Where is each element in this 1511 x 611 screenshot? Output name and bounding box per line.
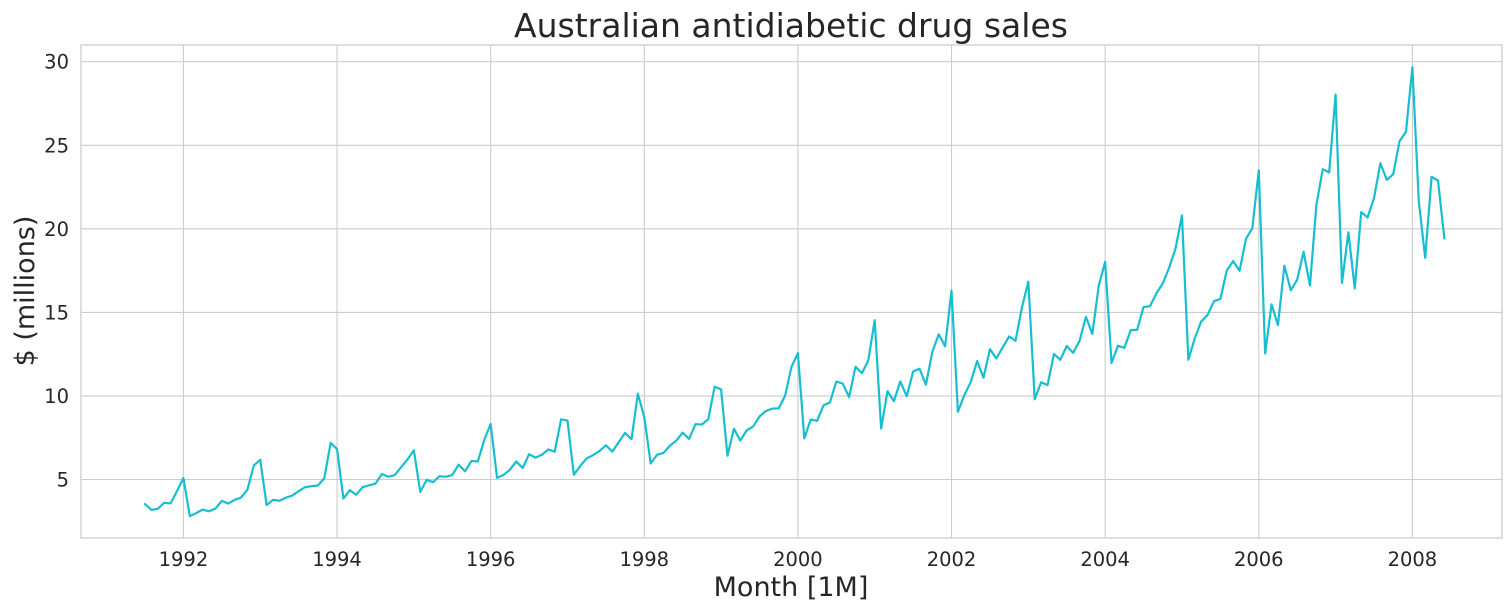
- y-tick-label: 5: [57, 469, 69, 492]
- x-tick-label: 2004: [1080, 548, 1130, 571]
- y-gridlines: [81, 61, 1502, 481]
- x-axis-label: Month [1M]: [714, 572, 869, 603]
- chart-title: Australian antidiabetic drug sales: [514, 6, 1068, 45]
- y-tick-label: 30: [44, 51, 69, 74]
- x-tick-labels: 1992 1994 1996 1998 2000 2002 2004 2006 2008: [159, 548, 1438, 571]
- sales-line: [143, 66, 1446, 518]
- y-tick-label: 20: [44, 218, 69, 241]
- x-tick-label: 2006: [1234, 548, 1284, 571]
- x-tick-label: 1994: [312, 548, 362, 571]
- plot-frame: [80, 44, 1503, 539]
- x-tick-label: 2000: [773, 548, 823, 571]
- x-tick-label: 1996: [466, 548, 516, 571]
- y-axis-label: $ (millions): [10, 216, 41, 367]
- y-tick-label: 10: [44, 385, 69, 408]
- y-tick-label: 15: [44, 301, 69, 324]
- x-gridlines: [182, 45, 1413, 538]
- x-tick-label: 2002: [927, 548, 977, 571]
- x-tick-label: 2008: [1388, 548, 1438, 571]
- x-tick-label: 1998: [619, 548, 669, 571]
- y-tick-label: 25: [44, 134, 69, 157]
- x-tick-label: 1992: [159, 548, 209, 571]
- y-tick-labels: 5 10 15 20 25 30: [44, 51, 69, 492]
